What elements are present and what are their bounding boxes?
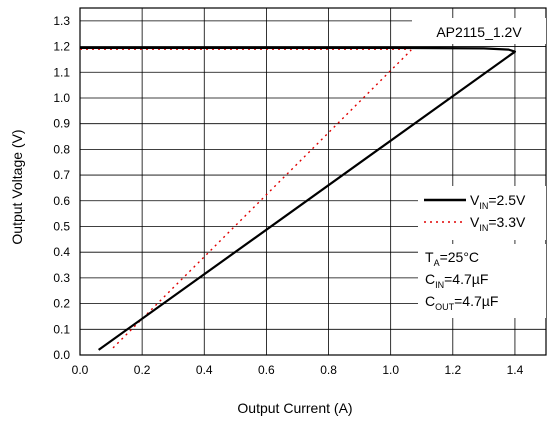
y-tick-label: 0.3 — [53, 271, 70, 285]
y-tick-label: 0.4 — [53, 245, 70, 259]
series-layer — [80, 46, 517, 351]
y-tick-label: 0.6 — [53, 194, 70, 208]
y-tick-label: 1.1 — [53, 65, 70, 79]
plot-frame — [79, 7, 547, 356]
y-axis-label: Output Voltage (V) — [9, 129, 25, 244]
legend-label-1: VIN=2.5V — [470, 192, 526, 211]
x-axis-label: Output Current (A) — [237, 400, 352, 416]
y-tick-label: 0.9 — [53, 117, 70, 131]
conditions: TA=25°C CIN=4.7µF COUT=4.7µF — [425, 249, 498, 312]
y-tick-label: 1.2 — [53, 40, 70, 54]
y-tick-label: 0.5 — [53, 219, 70, 233]
x-tick-label: 0.8 — [320, 363, 337, 377]
series-line-2 — [80, 48, 412, 351]
condition-label-3: COUT=4.7µF — [425, 293, 498, 312]
conditions-box — [418, 244, 546, 318]
x-tick-label: 0.4 — [196, 363, 213, 377]
x-tick-label: 0.0 — [72, 363, 89, 377]
x-tick-label: 1.4 — [507, 363, 524, 377]
y-tick-label: 1.3 — [53, 14, 70, 28]
series-line-1 — [80, 46, 517, 351]
legend-label-2: VIN=3.3V — [470, 214, 526, 233]
y-tick-label: 0.0 — [53, 348, 70, 362]
legend-box — [418, 186, 546, 240]
y-tick-label: 0.1 — [53, 322, 70, 336]
condition-label-1: TA=25°C — [425, 249, 479, 268]
chart-title: AP2115_1.2V — [436, 24, 522, 40]
x-tick-label: 0.6 — [258, 363, 275, 377]
legend: VIN=2.5V VIN=3.3V — [424, 192, 526, 233]
title-box — [412, 18, 546, 44]
y-tick-label: 1.0 — [53, 91, 70, 105]
condition-label-2: CIN=4.7µF — [425, 271, 488, 290]
x-tick-label: 1.2 — [444, 363, 461, 377]
x-tick-label: 0.2 — [134, 363, 151, 377]
y-tick-label: 0.2 — [53, 297, 70, 311]
x-tick-label: 1.0 — [382, 363, 399, 377]
y-tick-label: 0.7 — [53, 168, 70, 182]
y-tick-label: 0.8 — [53, 142, 70, 156]
tick-labels: 0.0 0.2 0.4 0.6 0.8 1.0 1.2 1.4 0.0 0.1 0.2 0.3 0.4 0… — [53, 14, 523, 377]
